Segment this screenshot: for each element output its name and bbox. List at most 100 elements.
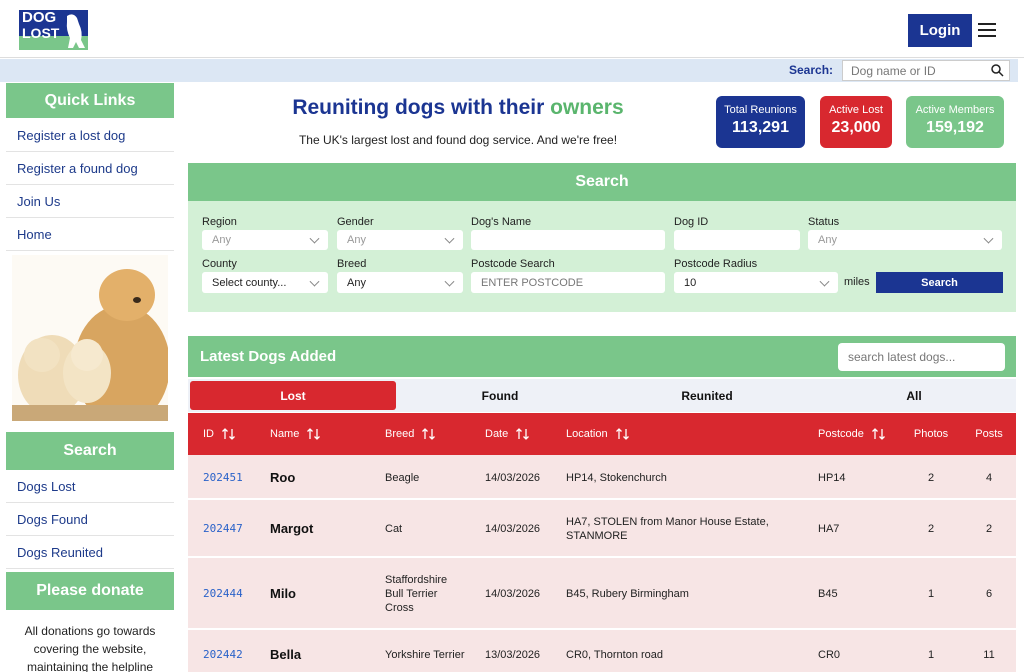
- sidebar-link[interactable]: Dogs Found: [6, 503, 174, 536]
- table-cell: Bella: [270, 647, 302, 662]
- table-cell: Beagle: [385, 471, 420, 484]
- table-cell: B45: [818, 588, 838, 600]
- tab[interactable]: All: [906, 388, 922, 403]
- table-cell[interactable]: 202447: [203, 522, 243, 535]
- donate-title: Please donate: [6, 572, 174, 610]
- column-label: Photos: [913, 428, 949, 440]
- table-cell: Yorkshire Terrier: [385, 649, 465, 661]
- chevron: [444, 276, 455, 287]
- search-panel: [188, 201, 1016, 312]
- select-box[interactable]: Select county...: [202, 272, 328, 293]
- table-cell: 6: [985, 588, 993, 600]
- field-value: 10: [684, 276, 697, 289]
- sort-icon: [222, 428, 235, 440]
- tab[interactable]: Reunited: [681, 388, 733, 403]
- table-cell: CR0, Thornton road: [566, 649, 664, 661]
- table-cell: 1: [927, 649, 935, 661]
- tab[interactable]: Lost: [190, 381, 396, 410]
- search-label: Search:: [789, 63, 834, 77]
- table-cell: Cat: [385, 523, 403, 535]
- table-row: [188, 500, 1016, 558]
- menu-icon[interactable]: [978, 22, 996, 38]
- tab[interactable]: Found: [481, 388, 519, 403]
- table-cell: 2: [927, 471, 935, 484]
- quick-links-title: Quick Links: [6, 83, 174, 118]
- column-header[interactable]: Location: [566, 413, 781, 455]
- chevron: [309, 233, 320, 244]
- text-input[interactable]: [471, 230, 665, 250]
- latest-search-input[interactable]: search latest dogs...: [838, 343, 1005, 371]
- select-box[interactable]: Any: [808, 230, 1002, 250]
- field-value: Any: [347, 276, 366, 289]
- table-header: [188, 413, 1016, 455]
- sort-icon: [307, 428, 321, 440]
- table-cell[interactable]: 202451: [203, 470, 243, 484]
- sort-icon: [615, 428, 629, 440]
- column-label: Date: [485, 428, 509, 440]
- latest-search-placeholder: search latest dogs...: [848, 350, 956, 364]
- miles-label: miles: [844, 276, 870, 288]
- logo[interactable]: DOG LOST: [19, 10, 88, 50]
- chevron: [309, 276, 320, 287]
- table-cell: 13/03/2026: [485, 649, 541, 661]
- sort-icon: [516, 428, 530, 440]
- logo-dog: [66, 14, 85, 48]
- table-row: [188, 630, 1016, 672]
- column-label: Breed: [385, 428, 415, 440]
- field-label: Dog ID: [674, 216, 709, 228]
- column-header[interactable]: Name: [270, 413, 375, 455]
- search-links-title: Search: [6, 432, 174, 470]
- top-bar: [0, 0, 1024, 58]
- field-value: Any: [212, 234, 231, 246]
- sidebar-link[interactable]: Register a lost dog: [6, 119, 174, 152]
- field-label: Gender: [337, 216, 374, 228]
- table-cell[interactable]: 202444: [203, 587, 243, 600]
- field-value: Any: [347, 234, 366, 246]
- column-header[interactable]: Date: [485, 413, 560, 455]
- sidebar-link[interactable]: Dogs Lost: [6, 470, 174, 503]
- sidebar-link[interactable]: Register a found dog: [6, 152, 174, 185]
- select-box[interactable]: Any: [337, 272, 463, 293]
- sidebar-link[interactable]: Dogs Reunited: [6, 536, 174, 569]
- column-header[interactable]: Breed: [385, 413, 475, 455]
- field-value: ENTER POSTCODE: [481, 276, 584, 289]
- chevron: [444, 233, 455, 244]
- login-button[interactable]: Login: [908, 14, 972, 47]
- table-cell: 2: [985, 523, 993, 535]
- column-label: Name: [270, 428, 300, 440]
- field-value: Any: [818, 234, 837, 246]
- select-box[interactable]: Any: [202, 230, 328, 250]
- text-input[interactable]: [674, 230, 800, 250]
- stat-value: 23,000: [831, 119, 881, 136]
- column-label: Postcode: [818, 428, 864, 440]
- table-cell: B45, Rubery Birmingham: [566, 588, 689, 600]
- hero-title-main: Reuniting dogs with their: [292, 96, 551, 119]
- sidebar-link[interactable]: Home: [6, 218, 174, 251]
- search-button[interactable]: Search: [876, 272, 1003, 293]
- field-label: County: [202, 258, 237, 270]
- column-header[interactable]: ID: [203, 413, 263, 455]
- search-input[interactable]: Dog name or ID: [842, 60, 1010, 81]
- column-label: Posts: [975, 428, 1003, 440]
- table-cell: HP14: [818, 471, 846, 484]
- stat-label: Total Reunions: [724, 104, 797, 116]
- table-row: [188, 455, 1016, 500]
- sidebar-link[interactable]: Join Us: [6, 185, 174, 218]
- latest-title: Latest Dogs Added: [200, 348, 337, 365]
- column-header[interactable]: Postcode: [818, 413, 898, 455]
- table-cell: Milo: [270, 586, 296, 601]
- table-cell: 11: [983, 649, 995, 661]
- text-input[interactable]: ENTER POSTCODE: [471, 272, 665, 293]
- search-strip: [0, 59, 1018, 82]
- table-cell: 1: [927, 588, 935, 600]
- table-cell: Staffordshire Bull Terrier Cross: [385, 574, 448, 614]
- select-box[interactable]: Any: [337, 230, 463, 250]
- table-cell: HP14, Stokenchurch: [566, 471, 667, 484]
- select-box[interactable]: 10: [674, 272, 838, 293]
- hero-subtitle: The UK's largest lost and found dog serv…: [298, 133, 618, 147]
- table-cell[interactable]: 202442: [203, 648, 243, 661]
- table-row: [188, 558, 1016, 630]
- table-cell: 14/03/2026: [485, 471, 541, 484]
- column-label: Location: [566, 428, 608, 440]
